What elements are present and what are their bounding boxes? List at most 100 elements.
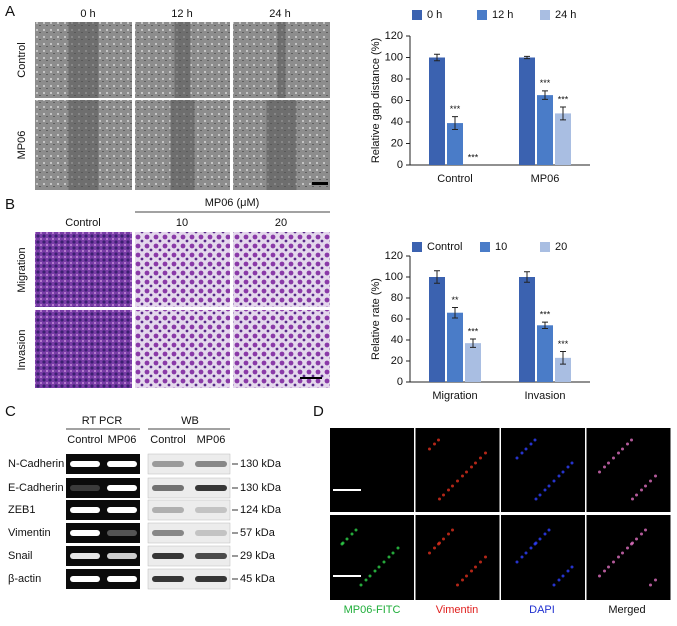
y-tick-label: 40 <box>391 116 403 128</box>
error-bar <box>560 106 566 121</box>
legend-label: 0 h <box>427 9 442 21</box>
gel-band <box>70 553 100 559</box>
significance-label: *** <box>558 339 569 349</box>
legend-label: Control <box>427 241 462 253</box>
cell-dot <box>515 560 519 564</box>
cell-dot <box>631 497 634 501</box>
cell-dot <box>649 583 652 587</box>
error-bar <box>524 55 530 60</box>
error-bar <box>452 116 458 131</box>
cell-dot <box>461 578 464 582</box>
fluorescence-images <box>330 428 671 600</box>
size-label: 29 kDa <box>240 550 276 562</box>
blot-strip <box>147 499 231 521</box>
channel-label: Merged <box>608 604 645 616</box>
blot-band <box>152 461 184 467</box>
row-label: Invasion <box>16 330 28 371</box>
legend-label: 20 <box>555 241 567 253</box>
fluorescence-image <box>330 428 414 512</box>
row-label: Migration <box>16 247 28 292</box>
cell-dot <box>561 470 565 474</box>
cell-dot <box>534 497 538 501</box>
significance-label: *** <box>540 310 551 320</box>
scale-bar <box>333 575 361 577</box>
cell-dot <box>428 447 431 451</box>
cell-dot <box>621 551 624 555</box>
cell-dot <box>470 465 473 469</box>
y-tick-label: 40 <box>391 334 403 346</box>
blot-band <box>152 530 184 536</box>
blot-band <box>195 461 227 467</box>
panel-letter: C <box>5 403 16 420</box>
cell-dot <box>479 456 482 460</box>
gel-band <box>70 507 100 513</box>
blot-band <box>195 553 227 559</box>
bar <box>429 277 445 382</box>
y-tick-label: 80 <box>391 292 403 304</box>
size-label: 45 kDa <box>240 573 276 585</box>
panel-letter: A <box>5 3 15 20</box>
cell-dot <box>552 583 556 587</box>
cell-dot <box>484 555 487 559</box>
cell-dot <box>479 560 482 564</box>
y-tick-label: 80 <box>391 73 403 85</box>
cell-dot <box>621 447 624 451</box>
gel-strip <box>66 546 140 566</box>
legend-swatch <box>480 242 490 252</box>
blot-band <box>152 553 184 559</box>
error-bar <box>524 271 530 283</box>
fluorescence-image <box>586 428 671 512</box>
cell-dot <box>520 451 524 455</box>
significance-label: *** <box>540 78 551 88</box>
bar <box>537 325 553 382</box>
y-tick-label: 0 <box>397 159 403 171</box>
blot-band <box>152 576 184 582</box>
bar <box>465 343 481 382</box>
blot-strip <box>147 545 231 567</box>
channel-label: DAPI <box>529 604 555 616</box>
blot-band <box>152 485 184 491</box>
cell-dot <box>538 493 542 497</box>
cell-dot <box>570 461 574 465</box>
cell-dot <box>451 484 454 488</box>
cell-dot <box>437 438 440 442</box>
cell-dot <box>529 546 533 550</box>
cell-dot <box>626 546 629 550</box>
cell-dot <box>470 569 473 573</box>
legend-label: 24 h <box>555 9 576 21</box>
gel-band <box>107 576 137 582</box>
bar <box>537 95 553 165</box>
row-label: Control <box>16 42 28 77</box>
cell-dot <box>345 537 349 541</box>
size-label: 130 kDa <box>240 482 282 494</box>
cell-dot <box>438 541 441 545</box>
gel-band <box>107 507 137 513</box>
cell-dot <box>557 474 561 478</box>
error-bar <box>560 351 566 365</box>
bar <box>519 277 535 382</box>
fluorescence-image <box>501 428 585 512</box>
cell-dot <box>640 488 643 492</box>
blot-band <box>195 576 227 582</box>
cell-dot <box>377 565 381 569</box>
protein-label: ZEB1 <box>8 504 36 516</box>
fluorescence-image <box>415 428 500 512</box>
cell-dot <box>359 583 363 587</box>
bar <box>447 312 463 382</box>
cell-dot <box>607 565 610 569</box>
method-label: RT PCR <box>82 415 123 427</box>
cell-dot <box>649 479 652 483</box>
cell-dot <box>640 532 643 536</box>
gel-strip <box>66 454 140 474</box>
fluorescence-image <box>586 515 671 600</box>
gel-band <box>70 530 100 536</box>
protein-label: N-Cadherin <box>8 458 64 470</box>
y-tick-label: 120 <box>385 250 403 262</box>
fluorescence-image <box>330 515 414 600</box>
cell-dot <box>654 474 657 478</box>
significance-label: *** <box>468 152 479 162</box>
cell-dot <box>438 497 441 501</box>
cell-dot <box>644 484 647 488</box>
cell-dot <box>341 541 345 545</box>
cell-dot <box>456 479 459 483</box>
